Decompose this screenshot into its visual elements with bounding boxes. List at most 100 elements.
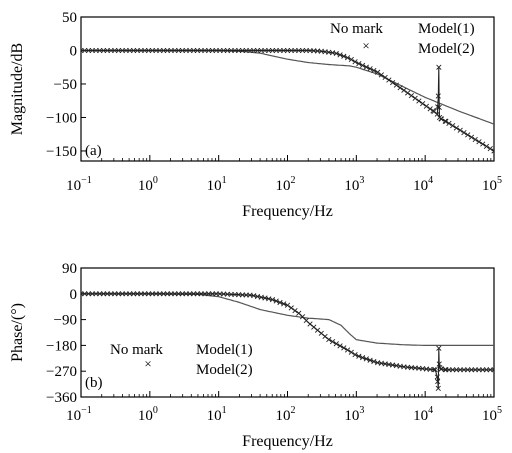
data-point-marker [453,125,460,131]
y-axis-label: Magnitude/dB [9,43,26,135]
data-point-marker [112,291,118,297]
data-point-marker [251,47,257,54]
data-point-marker [435,104,441,110]
data-point-marker [157,291,163,297]
data-point-marker [164,47,170,54]
data-point-marker [457,367,463,373]
x-tick-label: 102 [276,405,296,424]
panel-label: (b) [85,375,103,391]
data-point-marker [108,291,114,297]
data-point-marker [175,291,182,297]
data-point-marker [183,47,189,54]
data-point-marker [254,47,261,54]
data-point-marker [288,305,294,311]
data-point-marker [202,47,208,54]
data-point-marker [179,291,185,297]
data-point-marker [168,291,174,297]
data-point-marker [93,291,99,297]
data-point-marker [371,358,377,365]
data-point-marker [82,291,88,297]
y-tick-label: −50 [54,77,77,93]
data-point-marker [292,307,298,314]
data-point-marker [329,339,336,345]
data-point-marker [243,47,249,54]
data-point-marker [420,101,426,107]
data-point-marker [224,47,231,54]
data-point-marker [134,291,140,297]
data-point-marker [266,47,272,54]
data-point-marker [487,146,493,152]
y-tick-label: 0 [70,287,78,303]
data-point-marker [100,291,107,297]
data-point-marker [436,345,442,351]
data-point-marker [206,47,212,54]
y-tick-label: −360 [46,390,77,406]
data-point-marker [480,141,486,147]
data-point-marker [153,291,159,297]
y-tick-label: −180 [46,338,77,354]
data-point-marker [333,341,339,347]
data-point-marker [194,47,201,54]
data-point-marker [438,116,444,122]
x-axis-label: Frequency/Hz [242,203,333,220]
x-tick-label: 105 [482,175,502,194]
data-point-marker [183,291,189,297]
data-point-marker [149,47,155,54]
data-point-marker [134,47,140,54]
data-point-marker [314,327,321,333]
x-tick-label: 101 [207,175,227,194]
data-point-marker [104,291,110,297]
x-tick-label: 105 [482,405,502,424]
data-point-marker [130,291,137,297]
data-point-marker [352,352,358,358]
data-point-marker [127,47,133,54]
legend-marker-symbol: × [144,356,151,371]
data-point-marker [292,47,298,54]
data-point-marker [93,47,99,54]
data-point-marker [311,324,317,330]
data-point-marker [352,59,358,65]
data-point-marker [138,291,144,297]
data-point-marker [269,47,276,54]
data-point-marker [363,64,369,70]
data-point-marker [491,148,494,154]
legend-no-mark-label: No mark [330,21,383,37]
y-axis-label: Phase/(°) [9,303,26,362]
data-point-marker [115,47,122,54]
data-point-marker [172,47,178,54]
data-point-marker [145,291,152,297]
panel-label: (a) [85,143,102,159]
data-point-marker [206,291,212,297]
data-point-marker [386,77,392,83]
data-point-marker [209,291,216,297]
x-tick-label: 10−1 [66,175,92,194]
x-tick-label: 100 [138,405,158,424]
data-point-marker [299,47,306,54]
data-point-marker [198,291,204,297]
series-model1 [81,293,494,346]
data-point-marker [281,301,287,307]
data-point-marker [382,74,388,81]
legend: No mark× Model(1) Model(2) [110,342,253,378]
data-point-marker [401,87,407,93]
data-point-marker [480,367,486,373]
legend-model2-label: Model(2) [196,362,253,378]
data-point-marker [348,349,354,355]
plot-frame [80,267,495,398]
data-point-marker [453,367,460,373]
data-point-marker [100,47,107,54]
data-point-marker [307,321,313,327]
data-point-marker [405,90,411,96]
legend: No mark× Model(1) Model(2) [330,21,475,57]
data-point-marker [202,291,208,297]
y-tick-label: −90 [54,313,77,329]
data-point-marker [348,56,354,63]
data-point-marker [168,47,174,54]
x-axis-label: Frequency/Hz [242,433,333,450]
data-point-marker [284,47,291,54]
data-point-marker [435,93,441,99]
x-tick-label: 104 [413,175,433,194]
data-point-marker [191,47,197,54]
data-point-marker [412,95,418,101]
data-point-marker [85,291,92,297]
